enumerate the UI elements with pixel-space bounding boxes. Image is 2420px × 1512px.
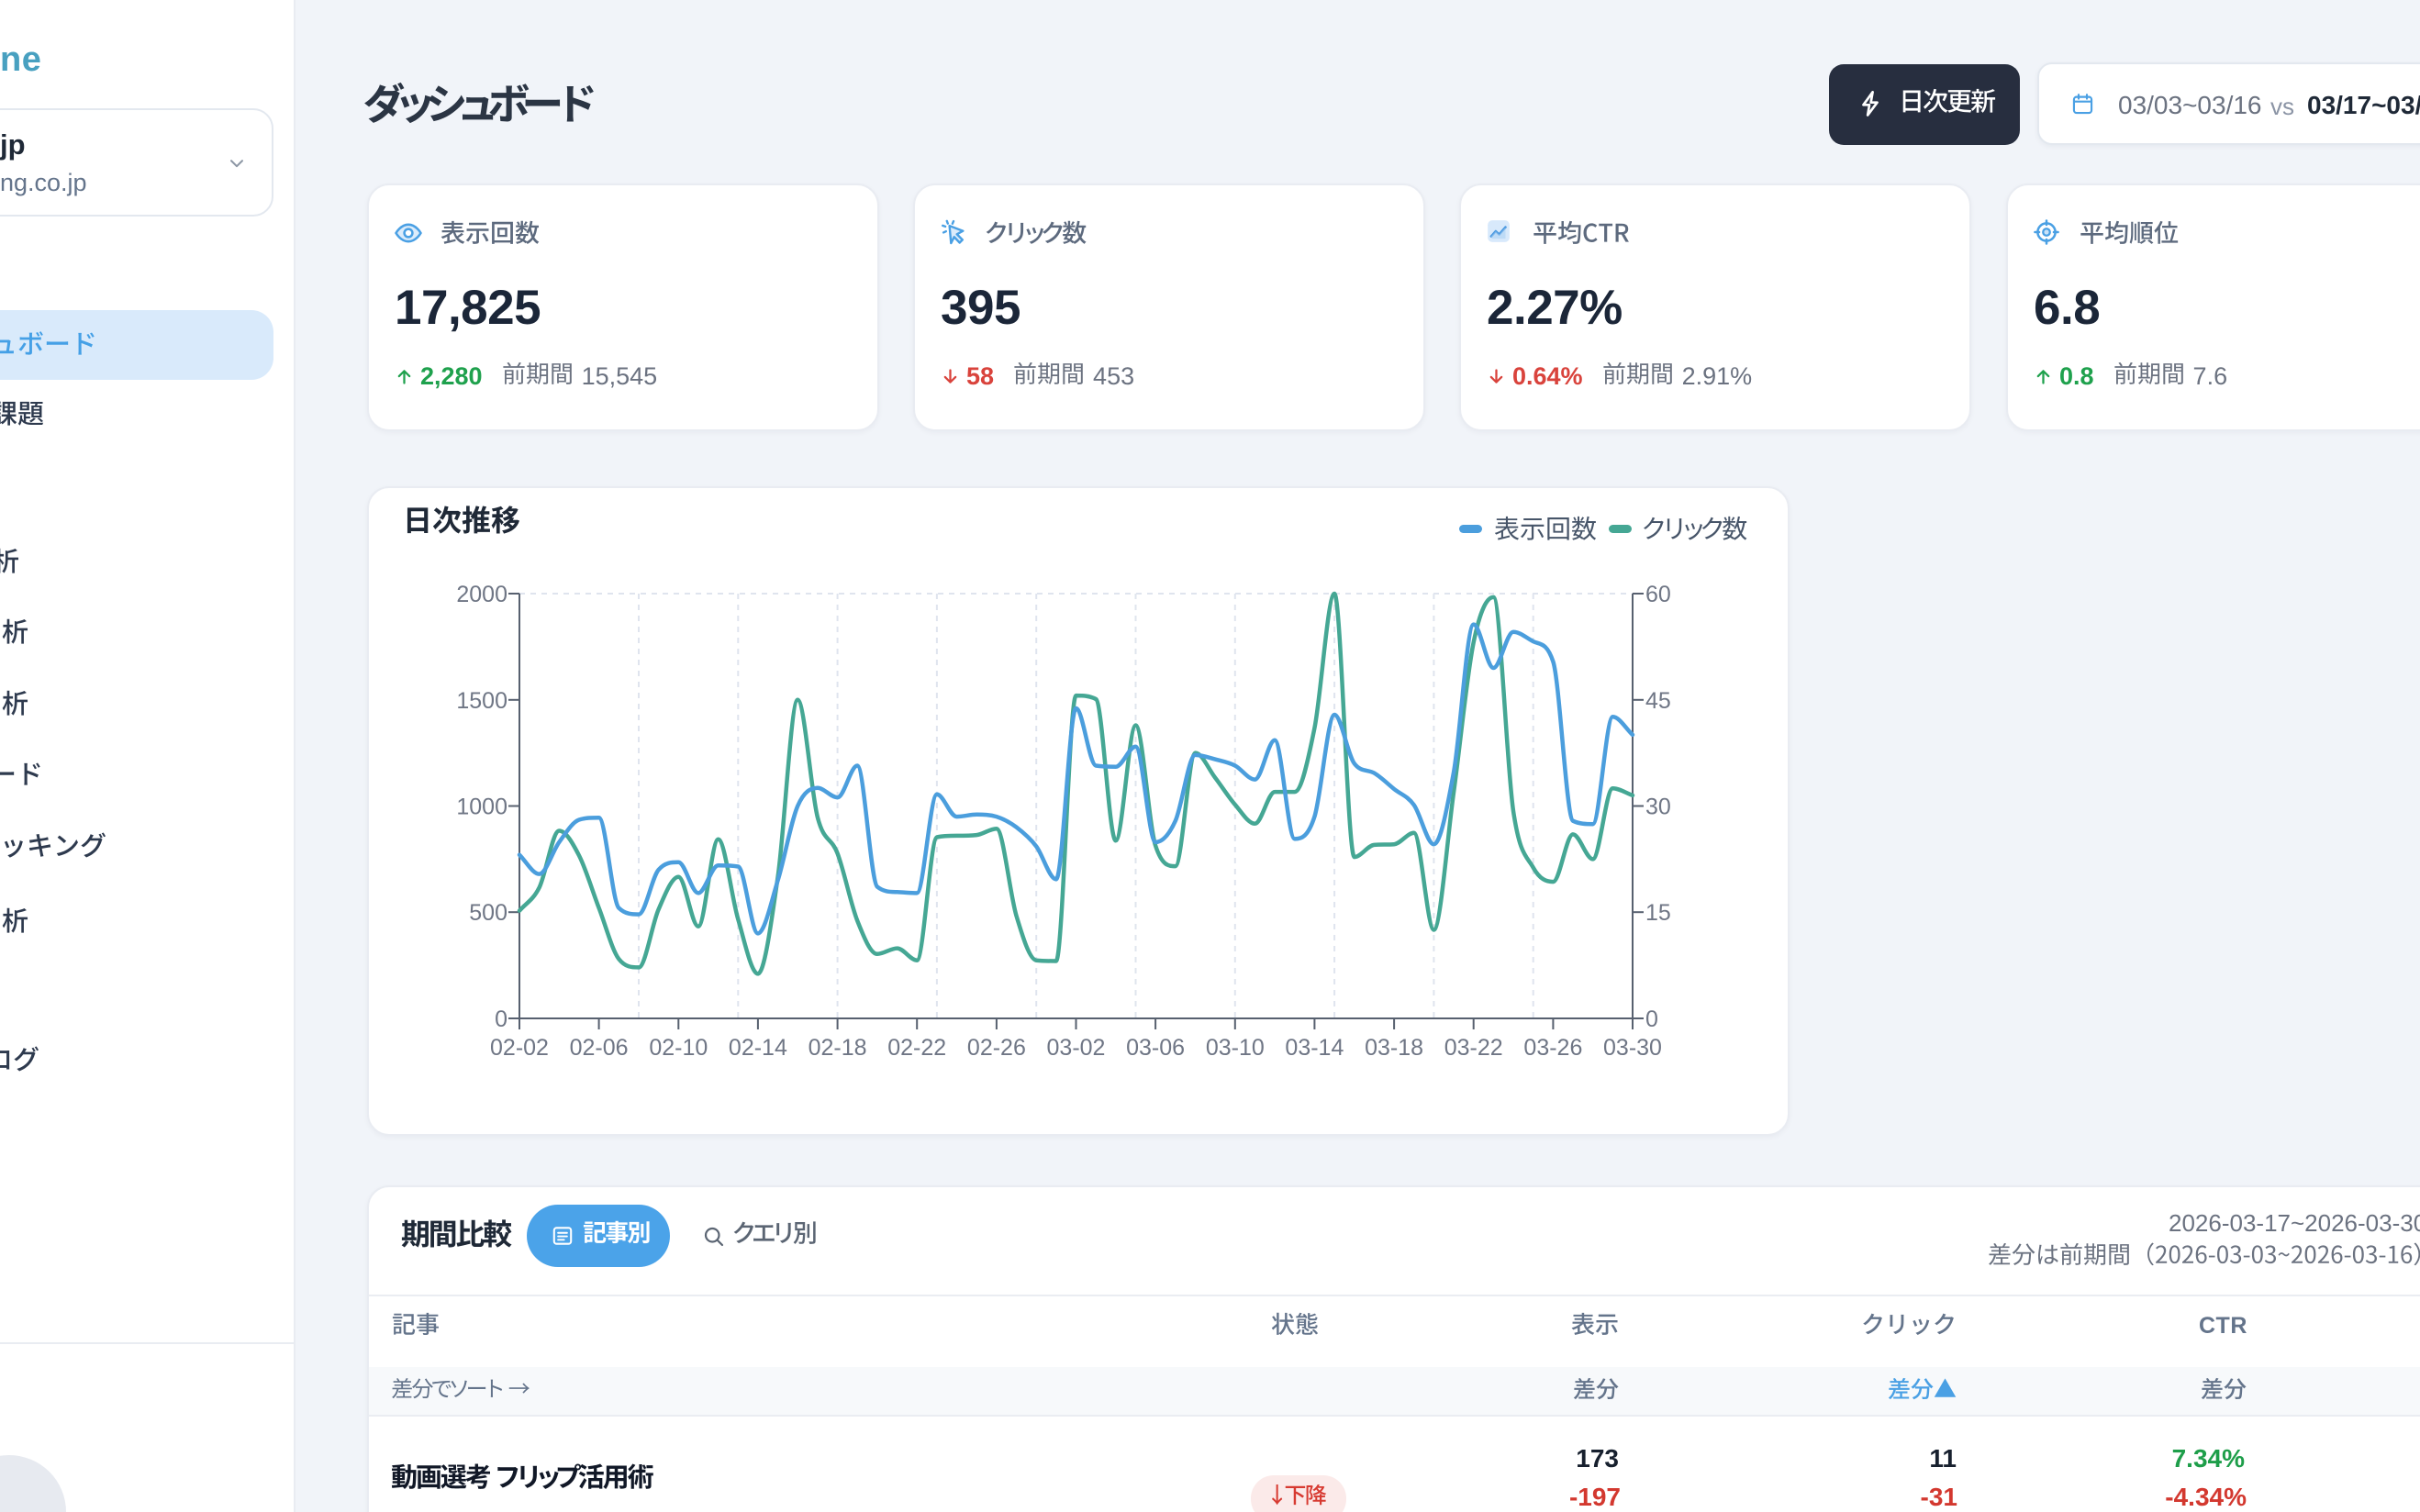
svg-text:15: 15 [1645, 900, 1671, 926]
svg-text:60: 60 [1645, 582, 1671, 607]
svg-text:03-30: 03-30 [1603, 1035, 1662, 1061]
svg-text:1000: 1000 [456, 795, 507, 820]
svg-text:03-02: 03-02 [1047, 1035, 1106, 1061]
svg-text:02-22: 02-22 [887, 1035, 946, 1061]
svg-text:02-02: 02-02 [490, 1035, 549, 1061]
svg-text:500: 500 [469, 900, 507, 926]
svg-text:02-14: 02-14 [729, 1035, 787, 1061]
svg-text:1500: 1500 [456, 688, 507, 714]
svg-text:03-22: 03-22 [1444, 1035, 1503, 1061]
svg-text:2000: 2000 [456, 582, 507, 607]
svg-text:0: 0 [1645, 1006, 1658, 1032]
svg-text:03-14: 03-14 [1285, 1035, 1344, 1061]
svg-text:03-10: 03-10 [1206, 1035, 1265, 1061]
svg-text:02-18: 02-18 [809, 1035, 867, 1061]
svg-text:03-18: 03-18 [1365, 1035, 1423, 1061]
svg-text:02-10: 02-10 [649, 1035, 708, 1061]
svg-text:30: 30 [1645, 795, 1671, 820]
svg-text:03-06: 03-06 [1126, 1035, 1185, 1061]
svg-text:02-26: 02-26 [967, 1035, 1026, 1061]
svg-text:02-06: 02-06 [570, 1035, 629, 1061]
svg-text:03-26: 03-26 [1523, 1035, 1582, 1061]
svg-text:45: 45 [1645, 688, 1671, 714]
svg-text:0: 0 [495, 1006, 507, 1032]
